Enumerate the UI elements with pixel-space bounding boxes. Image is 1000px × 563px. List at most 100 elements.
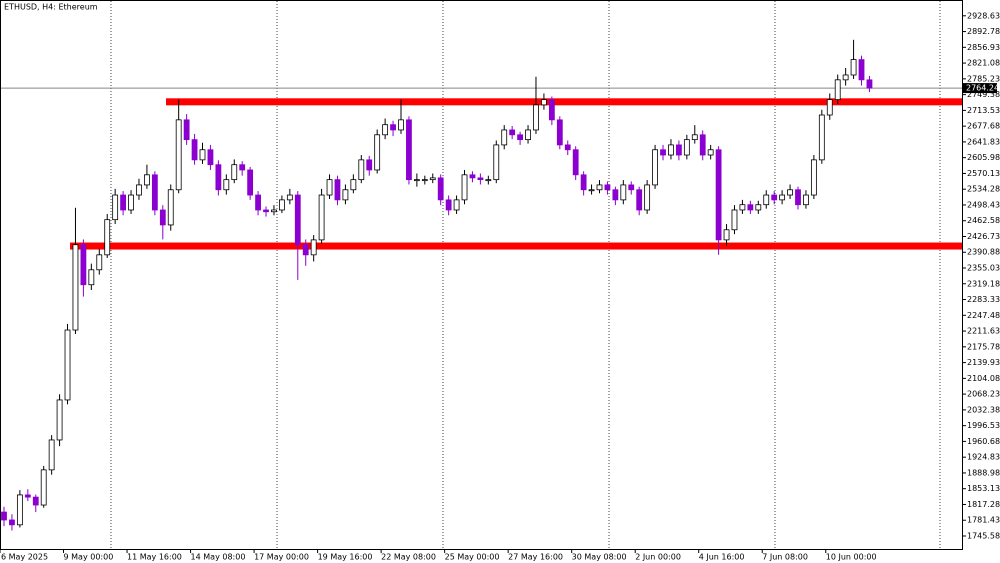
candle-body xyxy=(112,194,119,221)
x-tick-label: 19 May 16:00 xyxy=(318,553,373,562)
candle-body xyxy=(461,174,468,201)
x-tick-label: 22 May 08:00 xyxy=(381,553,436,562)
candle-body xyxy=(660,149,666,156)
level-line xyxy=(70,242,962,250)
candle-body xyxy=(739,204,746,211)
candle-body xyxy=(501,129,508,146)
candle-body xyxy=(294,194,301,246)
candle-body xyxy=(755,204,762,211)
candle-body xyxy=(795,189,801,206)
candle-body xyxy=(302,244,309,256)
candle-body xyxy=(32,496,39,506)
candle-body xyxy=(803,194,809,206)
y-tick-label: 2390.88 xyxy=(967,248,1000,257)
candle-body xyxy=(342,189,349,201)
candle-body xyxy=(413,179,420,182)
candle-body xyxy=(596,184,603,191)
y-tick-label: 2139.93 xyxy=(967,358,1000,367)
candle-body xyxy=(255,194,261,211)
y-tick-label: 2677.68 xyxy=(967,122,1000,131)
candle-body xyxy=(223,179,230,191)
candle-body xyxy=(318,194,325,241)
y-tick-label: 2856.93 xyxy=(967,43,1000,52)
y-tick-label: 1853.13 xyxy=(967,484,1000,493)
candle-body xyxy=(691,134,698,141)
y-tick-label: 1745.58 xyxy=(967,531,1000,540)
candle-body xyxy=(556,119,563,146)
candle-body xyxy=(429,177,436,181)
candle-body xyxy=(818,114,825,161)
candle-body xyxy=(239,164,246,171)
candle-body xyxy=(477,177,484,181)
candle-body xyxy=(286,194,293,201)
candle-body xyxy=(144,174,150,186)
candle-body xyxy=(636,189,643,211)
candle-body xyxy=(16,494,23,526)
x-tick-label: 11 May 16:00 xyxy=(127,553,182,562)
y-tick-label: 2570.13 xyxy=(967,169,1000,178)
candle-body xyxy=(40,469,47,506)
y-tick-label: 2785.23 xyxy=(967,74,1000,83)
candle-body xyxy=(437,177,444,201)
candle-body xyxy=(747,204,754,211)
candle-body xyxy=(652,149,658,186)
candle-body xyxy=(453,199,460,211)
candle-body xyxy=(541,99,547,106)
candle-body xyxy=(668,144,674,156)
candle-body xyxy=(699,134,706,156)
period-separators xyxy=(110,1,941,549)
candle-body xyxy=(271,209,277,213)
candle-body xyxy=(771,194,778,201)
candle-body xyxy=(247,169,254,196)
y-tick-label: 2283.33 xyxy=(967,295,1000,304)
y-tick-label: 1924.83 xyxy=(967,453,1000,462)
y-tick-label: 2068.23 xyxy=(967,390,1000,399)
y-tick-label: 1960.68 xyxy=(967,437,1000,446)
candle-body xyxy=(183,119,190,141)
candle-body xyxy=(723,229,730,241)
candle-body xyxy=(834,79,841,101)
candle-body xyxy=(810,159,817,196)
candle-body xyxy=(120,194,126,211)
y-tick-label: 2713.53 xyxy=(967,106,1000,115)
y-tick-label: 2821.08 xyxy=(967,59,1000,68)
candle-body xyxy=(580,174,587,191)
x-tick-label: 14 May 08:00 xyxy=(191,553,246,562)
candle-body xyxy=(676,144,682,156)
last-price-box xyxy=(963,83,997,94)
candle-body xyxy=(683,139,690,156)
candle-body xyxy=(707,149,714,156)
candle-body xyxy=(88,269,95,286)
candle-body xyxy=(231,164,238,181)
candle-body xyxy=(9,519,15,526)
y-tick-label: 2892.78 xyxy=(967,27,1000,36)
candle-body xyxy=(779,194,786,201)
y-tick-label: 2534.28 xyxy=(967,185,1000,194)
candle-body xyxy=(763,194,770,206)
y-tick-label: 2104.08 xyxy=(967,374,1000,383)
candle-body xyxy=(548,99,555,121)
candle-body xyxy=(715,149,722,241)
plot-frame xyxy=(0,0,963,550)
candle-body xyxy=(858,59,865,81)
candle-body xyxy=(525,129,531,141)
candle-body xyxy=(445,199,452,211)
candle-body xyxy=(310,239,317,256)
candle-body xyxy=(136,184,142,196)
candle-body xyxy=(604,184,611,191)
candle-body xyxy=(366,159,373,171)
candle-body xyxy=(628,184,635,191)
x-tick-label: 30 May 08:00 xyxy=(572,553,627,562)
candle-body xyxy=(207,149,214,166)
candle-body xyxy=(358,159,365,181)
x-tick-label: 6 May 2025 xyxy=(1,553,48,562)
x-tick-label: 7 Jun 08:00 xyxy=(762,553,808,562)
x-tick-label: 9 May 00:00 xyxy=(64,553,114,562)
candle-body xyxy=(572,149,579,176)
candle-body xyxy=(175,119,182,191)
x-tick-label: 4 Jun 16:00 xyxy=(699,553,745,562)
candle-body xyxy=(398,119,404,131)
y-tick-label: 2211.63 xyxy=(967,327,1000,336)
candle-body xyxy=(72,244,79,331)
candle-body xyxy=(564,144,571,151)
